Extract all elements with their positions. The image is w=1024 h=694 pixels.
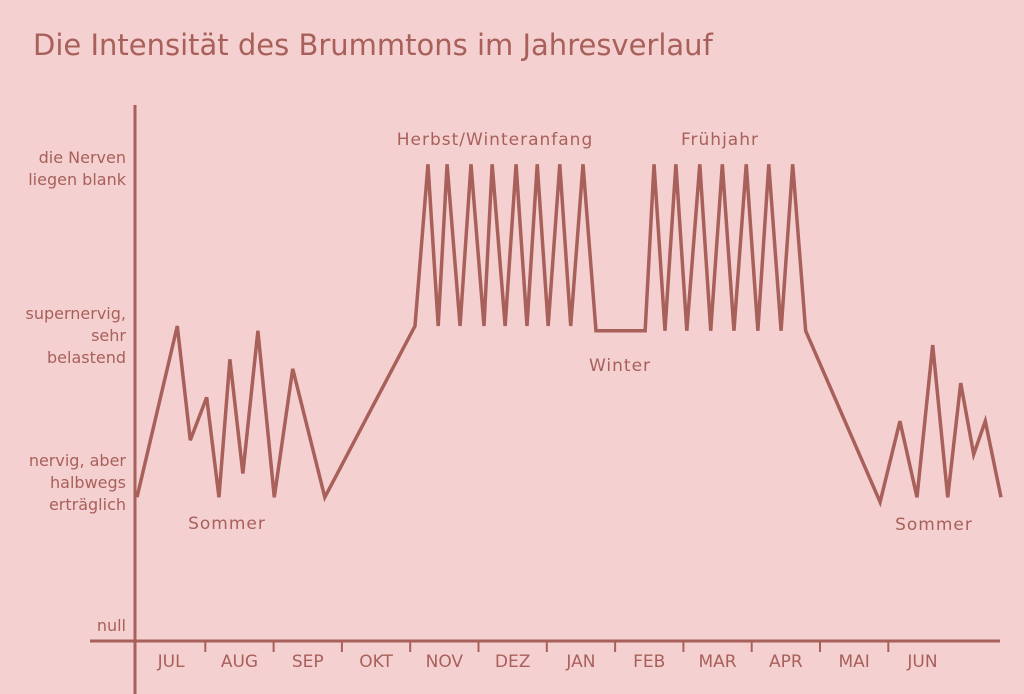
y-tick-label: nervig, aber halbwegs erträglich bbox=[28, 451, 126, 514]
annotation: Sommer bbox=[188, 514, 266, 534]
x-tick-label: JUN bbox=[906, 652, 937, 672]
annotation: Sommer bbox=[895, 515, 973, 535]
y-tick-label: null bbox=[96, 615, 126, 635]
x-tick-label: NOV bbox=[426, 652, 464, 672]
x-tick-label: MAI bbox=[838, 652, 869, 672]
annotation: Winter bbox=[589, 356, 651, 376]
x-tick-label: APR bbox=[769, 652, 803, 672]
x-tick-label: JUL bbox=[157, 652, 185, 672]
x-tick-label: OKT bbox=[359, 652, 393, 672]
x-tick-label: FEB bbox=[633, 652, 665, 672]
y-tick-label: supernervig, sehr belastend bbox=[25, 303, 127, 367]
x-tick-label: DEZ bbox=[495, 652, 530, 672]
annotation: Herbst/Winteranfang bbox=[397, 130, 593, 150]
line bbox=[135, 164, 1003, 508]
x-tick-label: MAR bbox=[698, 652, 736, 672]
y-tick-label: die Nerven liegen blank bbox=[28, 148, 126, 190]
chart-title: Die Intensität des Brummtons im Jahresve… bbox=[33, 28, 713, 62]
annotation: Frühjahr bbox=[681, 130, 759, 150]
x-tick-label: AUG bbox=[221, 652, 258, 672]
x-tick-label: SEP bbox=[292, 652, 324, 672]
x-tick-label: JAN bbox=[565, 652, 595, 672]
